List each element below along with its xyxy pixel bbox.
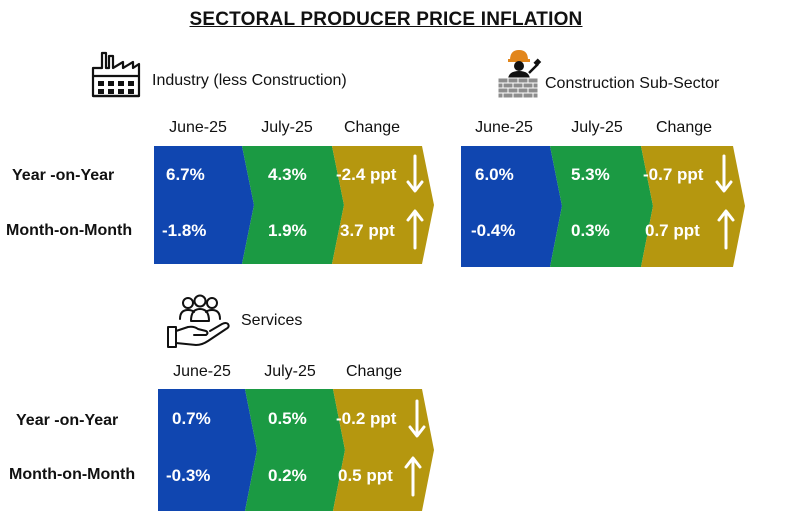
services-july-chevron bbox=[245, 389, 345, 511]
construction-chevrons bbox=[461, 146, 745, 267]
services-header-june: June-25 bbox=[173, 363, 231, 380]
industry-title: Industry (less Construction) bbox=[152, 72, 347, 89]
construction-header-july: July-25 bbox=[571, 119, 623, 136]
industry-mom-june: -1.8% bbox=[162, 221, 207, 240]
up-arrow-icon bbox=[406, 209, 424, 250]
page-title: SECTORAL PRODUCER PRICE INFLATION bbox=[189, 9, 583, 30]
construction-mom-change: 0.7 ppt bbox=[645, 221, 700, 240]
industry-row-label-yoy: Year -on-Year bbox=[12, 167, 115, 184]
services-hand-people-icon bbox=[167, 294, 230, 348]
services-yoy-june: 0.7% bbox=[172, 409, 211, 428]
services-row-label-yoy: Year -on-Year bbox=[16, 412, 119, 429]
industry-row-label-mom: Month-on-Month bbox=[6, 222, 133, 239]
industry-header-change: Change bbox=[343, 119, 401, 136]
services-change-chevron bbox=[333, 389, 434, 511]
services-chevrons bbox=[158, 389, 434, 511]
industry-june-chevron bbox=[154, 146, 254, 264]
industry-july-chevron bbox=[242, 146, 344, 264]
factory-icon bbox=[91, 51, 141, 98]
construction-table: 6.0% 5.3% -0.7 ppt -0.4% 0.3% 0.7 ppt bbox=[461, 146, 747, 267]
construction-june-chevron bbox=[461, 146, 562, 267]
construction-yoy-change: -0.7 ppt bbox=[643, 165, 704, 184]
services-header-change: Change bbox=[345, 363, 403, 380]
down-arrow-icon bbox=[406, 154, 424, 193]
construction-header-change: Change bbox=[655, 119, 713, 136]
industry-mom-change: 3.7 ppt bbox=[340, 221, 395, 240]
services-yoy-change: -0.2 ppt bbox=[336, 409, 397, 428]
up-arrow-icon bbox=[717, 209, 735, 250]
down-arrow-icon bbox=[408, 399, 426, 438]
services-header-july: July-25 bbox=[264, 363, 316, 380]
construction-mom-june: -0.4% bbox=[471, 221, 516, 240]
services-yoy-july: 0.5% bbox=[268, 409, 307, 428]
services-mom-july: 0.2% bbox=[268, 466, 307, 485]
services-row-label-mom: Month-on-Month bbox=[9, 466, 136, 483]
construction-worker-icon bbox=[497, 50, 542, 99]
services-title: Services bbox=[241, 312, 303, 329]
industry-mom-july: 1.9% bbox=[268, 221, 307, 240]
up-arrow-icon bbox=[404, 456, 422, 497]
construction-change-chevron bbox=[641, 146, 745, 267]
construction-yoy-july: 5.3% bbox=[571, 165, 610, 184]
services-table: 0.7% 0.5% -0.2 ppt -0.3% 0.2% 0.5 ppt bbox=[158, 389, 438, 511]
services-mom-change: 0.5 ppt bbox=[338, 466, 393, 485]
down-arrow-icon bbox=[715, 154, 733, 193]
industry-yoy-june: 6.7% bbox=[166, 165, 205, 184]
construction-yoy-june: 6.0% bbox=[475, 165, 514, 184]
construction-mom-july: 0.3% bbox=[571, 221, 610, 240]
industry-yoy-change: -2.4 ppt bbox=[336, 165, 397, 184]
services-june-chevron bbox=[158, 389, 257, 511]
industry-table: 6.7% 4.3% -2.4 ppt -1.8% 1.9% 3.7 ppt bbox=[154, 146, 436, 264]
industry-chevrons bbox=[154, 146, 434, 264]
construction-title: Construction Sub-Sector bbox=[545, 75, 720, 92]
industry-header-july: July-25 bbox=[261, 119, 313, 136]
industry-yoy-july: 4.3% bbox=[268, 165, 307, 184]
services-mom-june: -0.3% bbox=[166, 466, 211, 485]
industry-change-chevron bbox=[332, 146, 434, 264]
construction-july-chevron bbox=[550, 146, 653, 267]
industry-header-june: June-25 bbox=[169, 119, 227, 136]
construction-header-june: June-25 bbox=[475, 119, 533, 136]
